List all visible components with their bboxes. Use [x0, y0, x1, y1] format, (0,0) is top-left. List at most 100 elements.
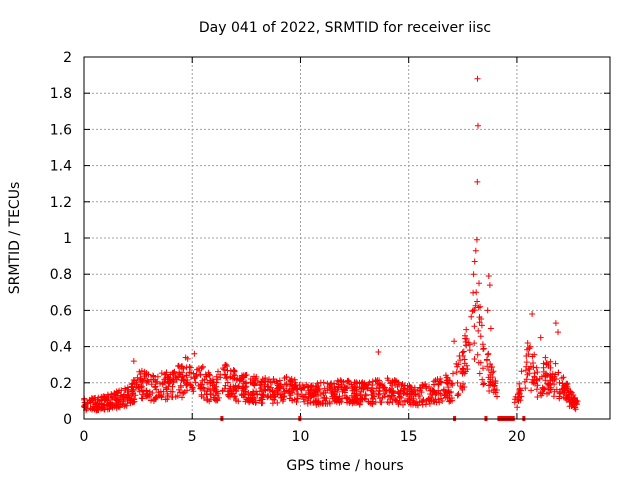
data-point — [453, 360, 460, 367]
data-point — [572, 406, 579, 413]
data-point — [253, 399, 259, 406]
data-point — [351, 390, 358, 397]
data-point — [475, 304, 482, 311]
data-point — [287, 377, 293, 383]
data-point — [121, 396, 128, 403]
data-point — [223, 375, 229, 382]
data-point — [98, 393, 105, 400]
data-point — [516, 380, 523, 387]
data-point — [408, 388, 415, 394]
data-point — [117, 392, 124, 399]
data-point — [183, 372, 190, 379]
data-point — [130, 377, 137, 383]
data-point — [273, 387, 280, 393]
data-point — [485, 367, 492, 373]
data-point — [361, 382, 368, 388]
data-point — [215, 368, 221, 375]
data-point — [556, 393, 563, 400]
data-point — [139, 395, 146, 402]
data-point — [484, 363, 491, 370]
data-point — [534, 394, 541, 400]
data-point — [356, 400, 363, 407]
data-point — [162, 396, 169, 403]
data-point — [163, 386, 170, 392]
data-point — [397, 387, 404, 394]
data-point — [187, 364, 194, 371]
data-point — [232, 393, 239, 400]
data-point — [363, 392, 369, 399]
data-point — [107, 402, 114, 409]
data-point — [531, 370, 538, 377]
data-point — [523, 359, 530, 366]
data-point — [291, 396, 298, 403]
data-point — [254, 378, 261, 384]
data-point — [431, 381, 438, 388]
data-point — [547, 364, 554, 371]
data-point — [376, 388, 383, 395]
data-point — [158, 370, 165, 377]
data-point — [241, 394, 247, 401]
data-point — [471, 323, 478, 330]
data-point — [137, 371, 144, 378]
data-point — [353, 379, 360, 386]
data-point — [542, 354, 549, 361]
data-point — [96, 403, 103, 410]
data-point — [258, 378, 265, 385]
data-point — [268, 384, 274, 391]
data-point — [400, 401, 406, 408]
data-point — [298, 385, 305, 392]
data-point — [474, 178, 481, 185]
data-point — [362, 391, 369, 398]
data-point — [490, 368, 497, 375]
data-point — [213, 386, 220, 393]
x-tick-label: 0 — [80, 429, 89, 445]
data-point — [555, 329, 561, 336]
data-point — [463, 326, 470, 333]
data-point — [276, 383, 282, 390]
data-point — [162, 371, 169, 378]
data-point — [407, 384, 414, 390]
data-point — [232, 382, 239, 389]
data-point — [217, 371, 224, 378]
data-point — [94, 396, 101, 403]
data-point — [184, 380, 191, 387]
data-point — [464, 366, 471, 373]
data-point — [198, 385, 205, 392]
data-point — [227, 383, 234, 390]
data-point — [472, 302, 479, 309]
data-point — [475, 122, 481, 129]
data-point — [195, 365, 202, 372]
data-point — [188, 374, 194, 381]
data-point — [471, 307, 478, 313]
data-point — [143, 379, 150, 386]
data-point — [315, 387, 321, 394]
y-tick-label: 0.4 — [50, 340, 72, 356]
data-point — [477, 333, 484, 340]
data-point — [138, 367, 145, 374]
data-point — [351, 399, 358, 406]
data-point — [460, 352, 466, 359]
data-point — [189, 386, 196, 393]
data-point — [457, 357, 464, 364]
x-axis-title: GPS time / hours — [286, 458, 403, 474]
data-point — [418, 399, 425, 406]
data-point — [233, 388, 240, 395]
data-point — [446, 398, 453, 405]
data-point — [437, 390, 444, 397]
data-point — [138, 375, 145, 382]
data-point — [124, 389, 131, 395]
data-point — [170, 378, 177, 385]
data-point — [518, 368, 525, 375]
data-point — [320, 400, 327, 407]
data-point — [485, 350, 492, 357]
data-point — [475, 359, 482, 366]
data-point — [334, 377, 341, 384]
data-point — [343, 395, 350, 402]
data-point — [315, 383, 322, 389]
data-point — [514, 396, 521, 403]
data-point — [481, 380, 488, 387]
data-point — [528, 387, 535, 394]
data-point — [122, 385, 128, 392]
data-point — [268, 394, 274, 401]
